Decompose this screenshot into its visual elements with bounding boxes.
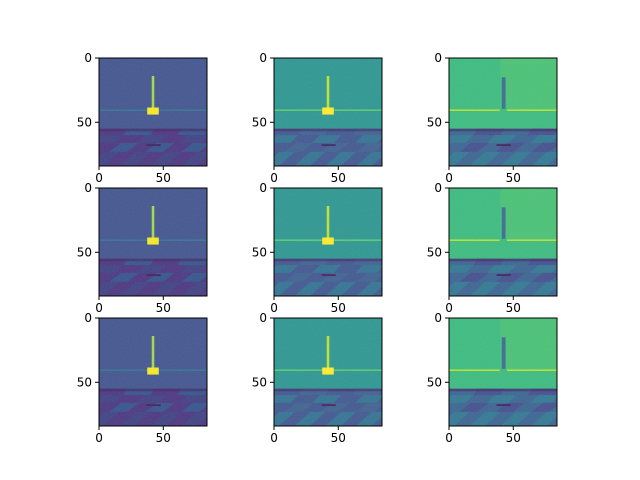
panel-r1-c3: 0 50 0 50: [427, 51, 558, 185]
noise-overlay: [274, 188, 382, 296]
axes-frame: [448, 57, 558, 167]
y-tick-label: 0: [84, 311, 92, 325]
x-tick-label: 0: [95, 171, 103, 185]
x-tick-label: 50: [156, 431, 171, 445]
x-tick-label: 0: [445, 171, 453, 185]
x-tick-label: 50: [506, 301, 521, 315]
x-tick-label: 0: [270, 171, 278, 185]
y-tick-label: 0: [434, 311, 442, 325]
panel-r1-c1: 0 50 0 50: [77, 51, 208, 185]
x-tick-label: 50: [156, 301, 171, 315]
x-tick-label: 50: [506, 171, 521, 185]
panel-r2-c2: 0 50 0 50: [252, 181, 383, 315]
panel-r1-c2: 0 50 0 50: [252, 51, 383, 185]
x-tick-label: 0: [95, 431, 103, 445]
x-tick-label: 50: [506, 431, 521, 445]
y-tick-label: 50: [252, 115, 267, 129]
y-tick-label: 0: [259, 311, 267, 325]
x-tick-label: 0: [445, 431, 453, 445]
axes-frame: [273, 57, 383, 167]
y-tick-label: 0: [259, 51, 267, 65]
panel-r2-c3: 0 50 0 50: [427, 181, 558, 315]
y-tick-label: 0: [84, 51, 92, 65]
y-tick-label: 50: [427, 245, 442, 259]
panel-r3-c3: 0 50 0 50: [427, 311, 558, 445]
panel-r2-c1: 0 50 0 50: [77, 181, 208, 315]
panel-r3-c2: 0 50 0 50: [252, 311, 383, 445]
axes-frame: [448, 187, 558, 297]
x-tick-label: 0: [270, 301, 278, 315]
axes-frame: [98, 317, 208, 427]
y-tick-label: 0: [434, 181, 442, 195]
noise-overlay: [99, 58, 207, 166]
panel-image: [99, 58, 207, 166]
x-tick-label: 50: [331, 171, 346, 185]
axes-frame: [273, 187, 383, 297]
panel-image: [274, 58, 382, 166]
noise-overlay: [99, 188, 207, 296]
x-tick-label: 50: [156, 171, 171, 185]
panel-image: [449, 318, 557, 426]
x-tick-label: 0: [270, 431, 278, 445]
y-tick-label: 0: [84, 181, 92, 195]
y-tick-label: 0: [434, 51, 442, 65]
noise-overlay: [274, 58, 382, 166]
y-tick-label: 50: [77, 115, 92, 129]
panel-image: [99, 188, 207, 296]
y-tick-label: 0: [259, 181, 267, 195]
x-tick-label: 50: [331, 431, 346, 445]
noise-overlay: [449, 58, 557, 166]
noise-overlay: [99, 318, 207, 426]
y-tick-label: 50: [427, 115, 442, 129]
x-tick-label: 50: [331, 301, 346, 315]
y-tick-label: 50: [77, 375, 92, 389]
noise-overlay: [449, 318, 557, 426]
axes-frame: [98, 187, 208, 297]
x-tick-label: 0: [445, 301, 453, 315]
panel-image: [274, 188, 382, 296]
y-tick-label: 50: [77, 245, 92, 259]
noise-overlay: [274, 318, 382, 426]
panel-image: [449, 58, 557, 166]
panel-r3-c1: 0 50 0 50: [77, 311, 208, 445]
axes-frame: [273, 317, 383, 427]
y-tick-label: 50: [427, 375, 442, 389]
x-tick-label: 0: [95, 301, 103, 315]
y-tick-label: 50: [252, 245, 267, 259]
axes-frame: [448, 317, 558, 427]
panel-image: [449, 188, 557, 296]
panel-image: [274, 318, 382, 426]
y-tick-label: 50: [252, 375, 267, 389]
panel-image: [99, 318, 207, 426]
noise-overlay: [449, 188, 557, 296]
axes-frame: [98, 57, 208, 167]
